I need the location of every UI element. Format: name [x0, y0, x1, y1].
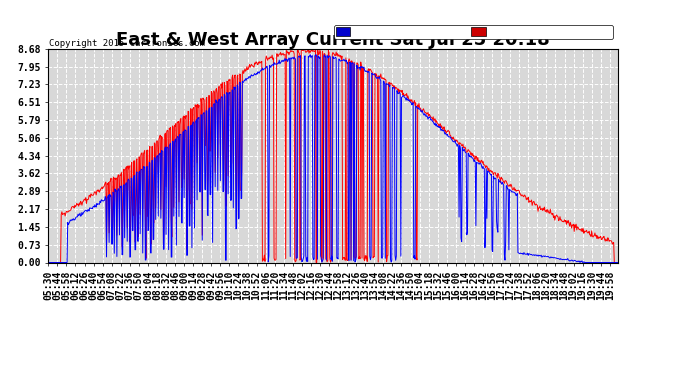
Title: East & West Array Current Sat Jul 25 20:18: East & West Array Current Sat Jul 25 20:…: [116, 31, 550, 49]
Legend: East Array (DC Amps), West Array (DC Amps): East Array (DC Amps), West Array (DC Amp…: [334, 25, 613, 39]
Text: Copyright 2015 Cartronics.com: Copyright 2015 Cartronics.com: [49, 39, 205, 48]
